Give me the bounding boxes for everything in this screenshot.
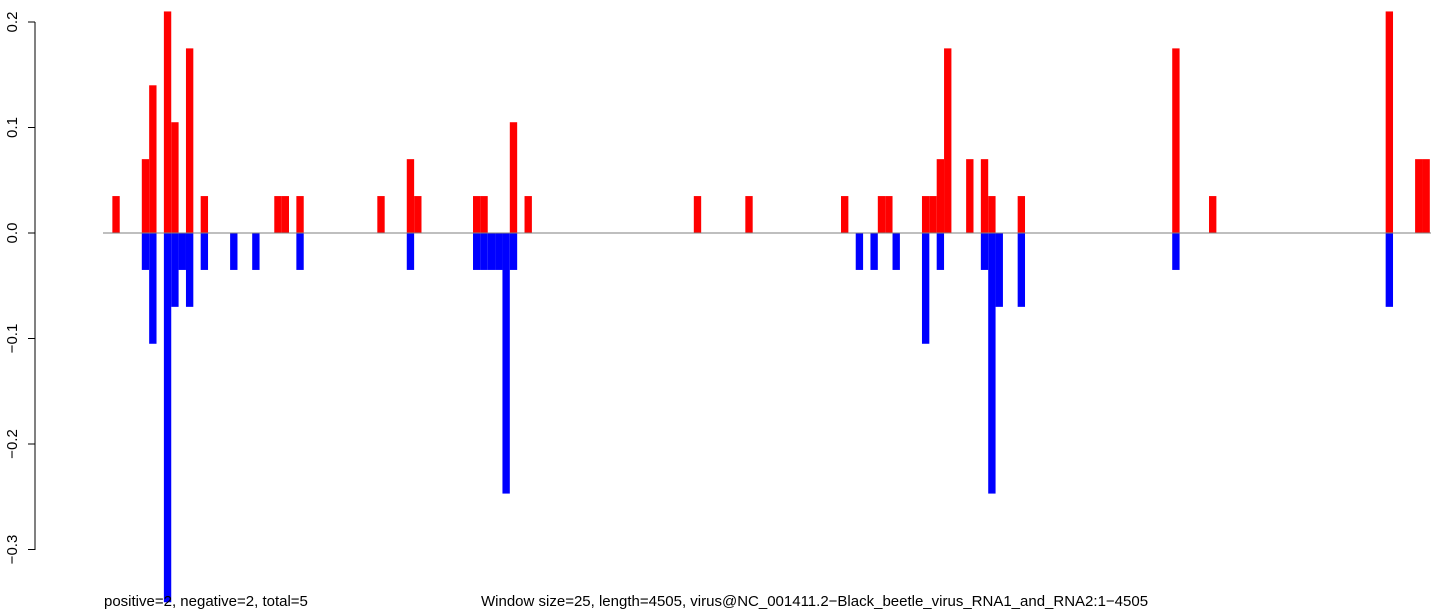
y-tick-label-5: 0.2 [4,12,21,33]
negative-bar-1 [149,233,157,344]
positive-bar-20 [877,196,886,233]
positive-bar-13 [473,196,481,233]
negative-bar-3 [171,233,179,307]
positive-bar-4 [171,122,179,233]
positive-bar-15 [509,122,518,233]
y-tick-label-3: 0.0 [4,223,21,244]
negative-bar-6 [200,233,209,270]
positive-bar-28 [988,196,996,233]
negative-bar-7 [230,233,238,270]
negative-bar-4 [178,233,186,270]
negative-bar-18 [870,233,878,270]
negative-bar-23 [988,233,996,494]
positive-bar-9 [296,196,304,233]
positive-bar-17 [693,196,702,233]
caption-window-info: Window size=25, length=4505, virus@NC_00… [481,593,1148,610]
y-axis: −0.3 −0.2 −0.1 0.0 0.1 0.2 [4,12,36,565]
negative-bar-10 [406,233,415,270]
positive-bar-0 [112,196,120,233]
positive-bar-21 [885,196,893,233]
negative-bar-2 [163,233,172,603]
negative-bar-21 [936,233,945,270]
y-tick-label-1: −0.2 [4,429,21,459]
bars-layer [112,11,1430,603]
positive-bar-25 [944,48,952,234]
positive-bar-3 [163,11,172,234]
negative-bar-26 [1172,233,1180,270]
positive-bar-5 [185,48,194,234]
positive-bar-24 [936,159,945,233]
positive-bar-18 [745,196,753,233]
y-tick-label-0: −0.3 [4,535,21,565]
positive-bar-6 [200,196,209,233]
positive-bar-14 [480,196,488,233]
positive-bar-26 [966,159,974,233]
positive-bar-11 [406,159,415,233]
y-ticks: −0.3 −0.2 −0.1 0.0 0.1 0.2 [4,12,35,565]
negative-bar-8 [252,233,260,270]
negative-bar-0 [141,233,150,270]
positive-bar-30 [1172,48,1180,234]
caption-counts: positive=2, negative=2, total=5 [104,593,308,610]
negative-bar-11 [473,233,481,270]
positive-bar-16 [524,196,532,233]
positive-bar-27 [980,159,989,233]
negative-bar-12 [480,233,488,270]
negative-bar-25 [1017,233,1026,307]
negative-bar-20 [921,233,930,344]
positive-bar-22 [921,196,930,233]
positive-bar-23 [929,196,937,233]
negative-bar-16 [509,233,518,270]
positive-bar-12 [414,196,422,233]
positive-bar-31 [1209,196,1217,233]
negative-bar-24 [995,233,1003,307]
negative-bar-27 [1385,233,1394,307]
negative-bar-15 [502,233,510,494]
negative-bar-13 [487,233,496,270]
positive-bar-29 [1017,196,1026,233]
positive-bar-33 [1415,159,1423,233]
positive-bar-34 [1422,159,1430,233]
positive-bar-32 [1385,11,1394,234]
negative-bar-17 [855,233,864,270]
negative-bar-9 [296,233,304,270]
y-tick-label-2: −0.1 [4,324,21,354]
positive-bar-1 [141,159,150,233]
negative-bar-5 [185,233,194,307]
positive-bar-10 [377,196,385,233]
negative-bar-19 [892,233,900,270]
positive-bar-7 [274,196,282,233]
negative-bar-14 [495,233,503,270]
positive-bar-19 [841,196,849,233]
y-tick-label-4: 0.1 [4,117,21,138]
positive-bar-2 [149,85,157,233]
negative-bar-22 [980,233,989,270]
positive-bar-8 [281,196,289,233]
